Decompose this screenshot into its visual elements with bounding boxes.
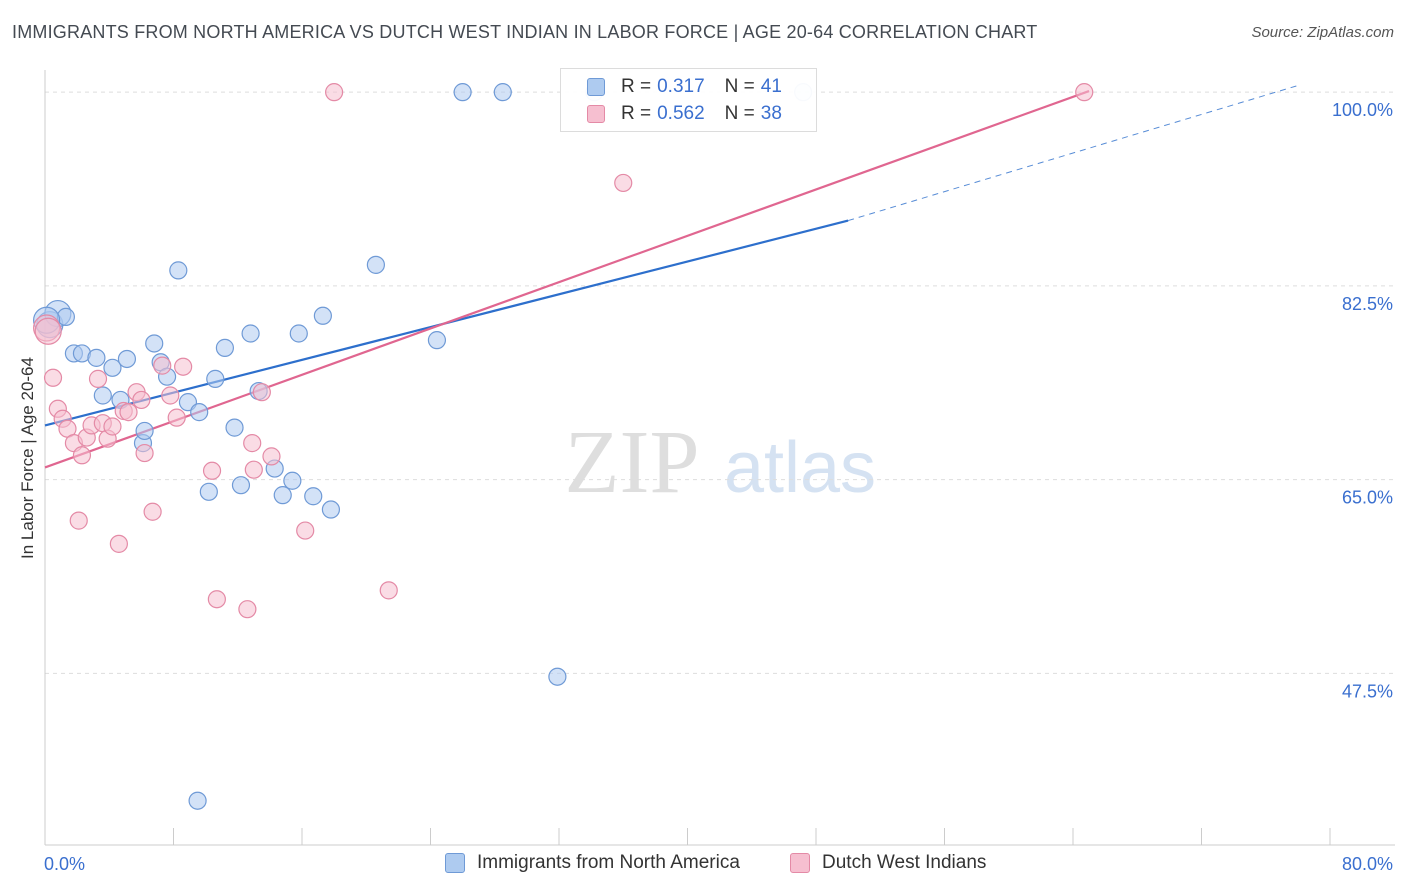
point-dutch-west-indian [243, 434, 262, 453]
point-dutch-west-indian [69, 511, 88, 530]
y-tick-label: 100.0% [1332, 100, 1393, 120]
legend-swatch-pink [587, 105, 605, 123]
legend-n-label: N = [724, 103, 755, 124]
watermark-zip: ZIP [565, 413, 700, 512]
series-swatch-blue [445, 853, 465, 873]
point-north-america [304, 487, 323, 506]
trend-lines [44, 85, 1299, 469]
point-north-america [87, 348, 106, 367]
grid-lines [45, 91, 1395, 674]
point-north-america [225, 418, 244, 437]
point-dutch-west-indian [1075, 83, 1094, 102]
series-name-pink: Dutch West Indians [822, 852, 987, 873]
point-north-america [93, 386, 112, 405]
data-points [33, 83, 1094, 810]
legend-n-value: 38 [760, 103, 782, 124]
legend-r-value: 0.317 [657, 76, 705, 97]
point-dutch-west-indian [207, 590, 226, 609]
point-north-america [427, 331, 447, 350]
legend-r-label: R = [621, 103, 652, 124]
point-north-america [103, 358, 122, 377]
point-north-america [366, 255, 385, 274]
point-dutch-west-indian [132, 390, 151, 410]
legend-swatch-blue [587, 78, 605, 96]
point-north-america [206, 369, 225, 388]
point-north-america [321, 500, 341, 519]
point-dutch-west-indian [119, 403, 138, 422]
point-dutch-west-indian [167, 408, 186, 427]
point-north-america [283, 471, 302, 490]
x-tick-label: 80.0% [1342, 854, 1393, 874]
point-dutch-west-indian [296, 521, 315, 540]
point-dutch-west-indian [614, 173, 633, 193]
legend-row-blue: R = 0.317 N = 41 [587, 75, 782, 99]
legend-r-value: 0.562 [657, 103, 705, 124]
point-north-america [453, 83, 472, 102]
point-north-america [145, 334, 164, 353]
point-north-america [493, 83, 512, 102]
series-swatch-pink [790, 853, 810, 873]
source-credit: Source: ZipAtlas.com [1251, 24, 1394, 41]
point-north-america [273, 486, 292, 505]
point-north-america [117, 349, 137, 369]
point-dutch-west-indian [135, 443, 154, 463]
y-tick-label: 47.5% [1342, 681, 1393, 701]
point-dutch-west-indian [88, 369, 108, 388]
point-dutch-west-indian [244, 460, 263, 479]
point-dutch-west-indian [161, 386, 180, 405]
point-dutch-west-indian [34, 317, 62, 345]
correlation-legend: R = 0.317 N = 41 R = 0.562 N = 38 [560, 68, 817, 132]
point-dutch-west-indian [262, 447, 281, 466]
point-north-america [313, 306, 332, 325]
y-tick-label: 82.5% [1342, 294, 1393, 314]
point-dutch-west-indian [143, 502, 162, 521]
point-dutch-west-indian [325, 83, 344, 102]
point-north-america [169, 261, 188, 280]
point-dutch-west-indian [103, 417, 122, 436]
trend-line-north-america-extension [847, 85, 1299, 222]
y-tick-label: 65.0% [1342, 488, 1393, 508]
point-dutch-west-indian [109, 534, 128, 553]
tick-labels: 47.5% 65.0% 82.5% 100.0% 0.0% 80.0% [44, 100, 1393, 874]
watermark-atlas: atlas [724, 428, 876, 508]
series-legend: Immigrants from North America Dutch West… [0, 852, 1406, 878]
point-dutch-west-indian [174, 357, 193, 376]
chart-title: IMMIGRANTS FROM NORTH AMERICA VS DUTCH W… [12, 22, 1038, 42]
legend-n-label: N = [724, 76, 755, 97]
point-north-america [231, 476, 251, 495]
series-legend-item-blue: Immigrants from North America [445, 852, 740, 874]
point-dutch-west-indian [202, 461, 222, 480]
point-north-america [289, 324, 308, 343]
point-north-america [215, 338, 234, 357]
point-dutch-west-indian [238, 600, 257, 619]
point-north-america [190, 403, 209, 422]
point-dutch-west-indian [72, 446, 92, 465]
point-dutch-west-indian [379, 581, 398, 600]
point-north-america [135, 421, 154, 441]
series-legend-item-pink: Dutch West Indians [790, 852, 986, 874]
point-dutch-west-indian [153, 356, 172, 375]
point-dutch-west-indian [43, 368, 63, 387]
point-north-america [199, 482, 218, 501]
point-north-america [241, 324, 260, 343]
axes [44, 70, 1395, 846]
x-tick-label: 0.0% [44, 854, 85, 874]
zipatlas-watermark: ZIP atlas [565, 413, 877, 512]
point-north-america [548, 667, 567, 686]
legend-row-pink: R = 0.562 N = 38 [587, 102, 782, 126]
point-north-america [188, 791, 207, 810]
series-name-blue: Immigrants from North America [477, 852, 740, 873]
point-dutch-west-indian [252, 383, 271, 402]
trend-line-dutch-west-indian [44, 90, 1090, 469]
legend-n-value: 41 [760, 76, 782, 97]
legend-r-label: R = [621, 76, 652, 97]
